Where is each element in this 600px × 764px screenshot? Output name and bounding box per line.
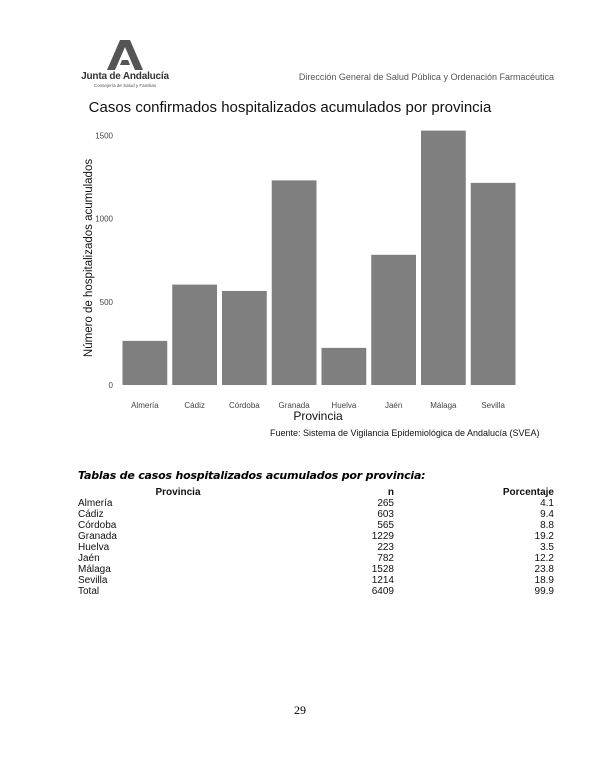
- cell-provincia: Málaga: [78, 564, 111, 575]
- x-tick-label: Almería: [131, 401, 159, 410]
- x-tick-label: Cádiz: [184, 401, 204, 410]
- x-tick-label: Granada: [279, 401, 311, 410]
- junta-a-logo-icon: [107, 40, 143, 70]
- cell-n: 265: [377, 498, 394, 509]
- cell-n: 1229: [371, 531, 394, 542]
- table-row: Sevilla 1214 18.9: [78, 575, 554, 586]
- junta-logo: Junta de Andalucía Consejería de Salud y…: [80, 40, 170, 88]
- y-tick-label: 500: [100, 298, 114, 307]
- table-row: Jaén 782 12.2: [78, 553, 554, 564]
- cell-n: 782: [377, 553, 394, 564]
- table-header-row: Provincia n Porcentaje: [78, 487, 554, 498]
- x-tick-label: Málaga: [430, 401, 457, 410]
- cell-provincia: Almería: [78, 498, 113, 509]
- bar-0: [122, 340, 168, 385]
- table-title: Tablas de casos hospitalizados acumulado…: [78, 469, 426, 482]
- cell-n: 1528: [371, 564, 394, 575]
- cell-n: 603: [377, 509, 394, 520]
- bars: [122, 130, 516, 385]
- x-tick-label: Jaén: [385, 401, 402, 410]
- y-axis-label: Número de hospitalizados acumulados: [83, 159, 95, 357]
- header-porcentaje: Porcentaje: [502, 487, 554, 498]
- x-tick-label: Huelva: [331, 401, 356, 410]
- cell-porcentaje: 9.4: [540, 509, 554, 520]
- bar-6: [420, 130, 466, 385]
- x-axis-label: Provincia: [293, 409, 343, 423]
- cell-porcentaje: 12.2: [534, 553, 554, 564]
- table-row: Granada 1229 19.2: [78, 531, 554, 542]
- bar-4: [321, 347, 367, 385]
- bar-5: [371, 254, 417, 385]
- bar-1: [172, 284, 218, 385]
- table-row: Almería 265 4.1: [78, 498, 554, 509]
- cell-porcentaje: 18.9: [534, 575, 554, 586]
- table-row: Huelva 223 3.5: [78, 542, 554, 553]
- cell-n: 6409: [371, 586, 394, 597]
- table-row: Cádiz 603 9.4: [78, 509, 554, 520]
- cell-provincia: Sevilla: [78, 575, 108, 586]
- cell-porcentaje: 23.8: [534, 564, 554, 575]
- x-tick-label: Córdoba: [229, 401, 260, 410]
- chart-source: Fuente: Sistema de Vigilancia Epidemioló…: [270, 428, 540, 438]
- cell-provincia: Huelva: [78, 542, 110, 553]
- cell-porcentaje: 8.8: [540, 520, 554, 531]
- bar-chart: Casos confirmados hospitalizados acumula…: [83, 99, 540, 438]
- y-tick-label: 1500: [95, 131, 113, 140]
- table-body: Almería 265 4.1 Cádiz 603 9.4 Córdoba 565 8.8 Gra…: [78, 498, 554, 597]
- y-tick-label: 0: [109, 381, 114, 390]
- cell-provincia: Total: [78, 586, 100, 597]
- logo-subtitle: Consejería de Salud y Familias: [93, 83, 157, 88]
- x-axis-ticks: Almería Cádiz Córdoba Granada Huelva Jaén Mála…: [131, 401, 505, 410]
- header-direction: Dirección General de Salud Pública y Ord…: [298, 72, 554, 82]
- y-tick-label: 1000: [95, 215, 113, 224]
- header-provincia: Provincia: [155, 487, 201, 498]
- table-row: Total 6409 99.9: [78, 586, 554, 597]
- x-tick-label: Sevilla: [481, 401, 505, 410]
- cell-provincia: Granada: [78, 531, 117, 542]
- cell-provincia: Jaén: [78, 553, 100, 564]
- cell-porcentaje: 3.5: [540, 542, 554, 553]
- hospitalized-table: Provincia n Porcentaje Almería 265 4.1 Cádi…: [78, 487, 554, 597]
- logo-name: Junta de Andalucía: [81, 71, 169, 82]
- cell-n: 223: [377, 542, 394, 553]
- cell-porcentaje: 19.2: [534, 531, 554, 542]
- cell-provincia: Córdoba: [78, 520, 117, 531]
- bar-2: [221, 290, 267, 385]
- table-row: Málaga 1528 23.8: [78, 564, 554, 575]
- cell-n: 565: [377, 520, 394, 531]
- cell-porcentaje: 4.1: [540, 498, 554, 509]
- cell-n: 1214: [371, 575, 394, 586]
- table-row: Córdoba 565 8.8: [78, 520, 554, 531]
- chart-title: Casos confirmados hospitalizados acumula…: [89, 99, 492, 116]
- cell-porcentaje: 99.9: [534, 586, 554, 597]
- page-number: 29: [294, 703, 306, 717]
- bar-7: [470, 182, 516, 385]
- y-axis-ticks: 0 500 1000 1500: [95, 131, 113, 390]
- header-n: n: [387, 487, 394, 498]
- cell-provincia: Cádiz: [78, 509, 104, 520]
- bar-3: [271, 180, 317, 385]
